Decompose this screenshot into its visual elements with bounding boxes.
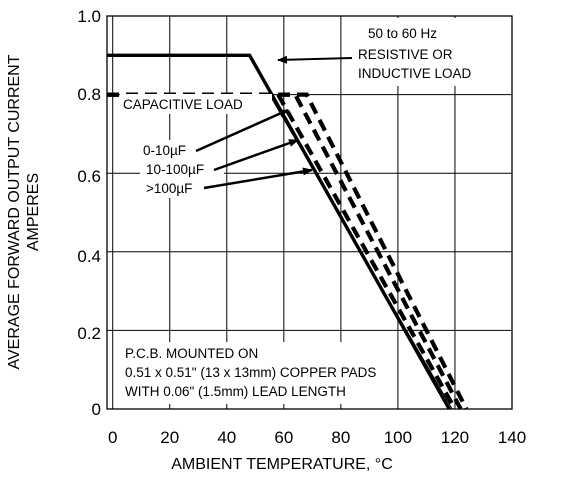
y-tick-label: 0	[92, 400, 101, 419]
x-tick-label: 60	[274, 428, 293, 447]
y-tick-label: 0.6	[77, 167, 101, 186]
x-tick-label: 40	[217, 428, 236, 447]
cap-label-0-10: 0-10µF	[143, 143, 186, 158]
cap-arrow-10-100	[213, 138, 299, 172]
y-axis-title-line-2: AMPERES	[25, 173, 42, 251]
capacitive-label: CAPACITIVE LOAD	[123, 97, 243, 112]
x-axis-title: AMBIENT TEMPERATURE, °C	[171, 456, 393, 473]
cap-label-over-100: >100µF	[146, 181, 192, 196]
pcb-label-bg	[120, 342, 376, 404]
x-tick-label: 80	[331, 428, 350, 447]
pcb-label-line-1: P.C.B. MOUNTED ON	[125, 346, 258, 361]
cap-arrow-0-10	[195, 108, 289, 153]
x-tick-label: 20	[160, 428, 179, 447]
x-tick-label: 120	[441, 428, 469, 447]
y-tick-label: 0.8	[77, 85, 101, 104]
resistive-arrow	[277, 55, 353, 64]
resistive-label-line-2: RESISTIVE OR	[358, 47, 453, 62]
cap-arrow-over-100	[203, 167, 313, 190]
x-tick-label: 0	[108, 428, 117, 447]
resistive-label-line-1: 50 to 60 Hz	[368, 26, 437, 41]
cap-label-10-100: 10-100µF	[146, 162, 204, 177]
capacitive-label-bg	[120, 94, 272, 114]
cap-labels-bg	[140, 140, 224, 198]
pcb-label-line-3: WITH 0.06" (1.5mm) LEAD LENGTH	[125, 384, 346, 399]
resistive-label-line-3: INDUCTIVE LOAD	[358, 66, 472, 81]
x-tick-label: 100	[384, 428, 412, 447]
pcb-label-line-2: 0.51 x 0.51" (13 x 13mm) COPPER PADS	[125, 365, 376, 380]
y-tick-labels: 0 0.2 0.4 0.6 0.8 1.0	[77, 7, 101, 419]
y-axis-title-line-1: AVERAGE FORWARD OUTPUT CURRENT	[6, 54, 23, 369]
series-line-2	[269, 94, 453, 410]
x-tick-label: 140	[498, 428, 526, 447]
y-tick-label: 0.4	[77, 247, 101, 266]
y-tick-label: 1.0	[77, 7, 101, 26]
resistive-label-bg	[352, 18, 504, 86]
x-tick-labels: 0 20 40 60 80 100 120 140	[108, 428, 526, 447]
series-line-1	[107, 53, 451, 410]
plot-frame	[106, 15, 513, 410]
y-tick-label: 0.2	[77, 324, 101, 343]
